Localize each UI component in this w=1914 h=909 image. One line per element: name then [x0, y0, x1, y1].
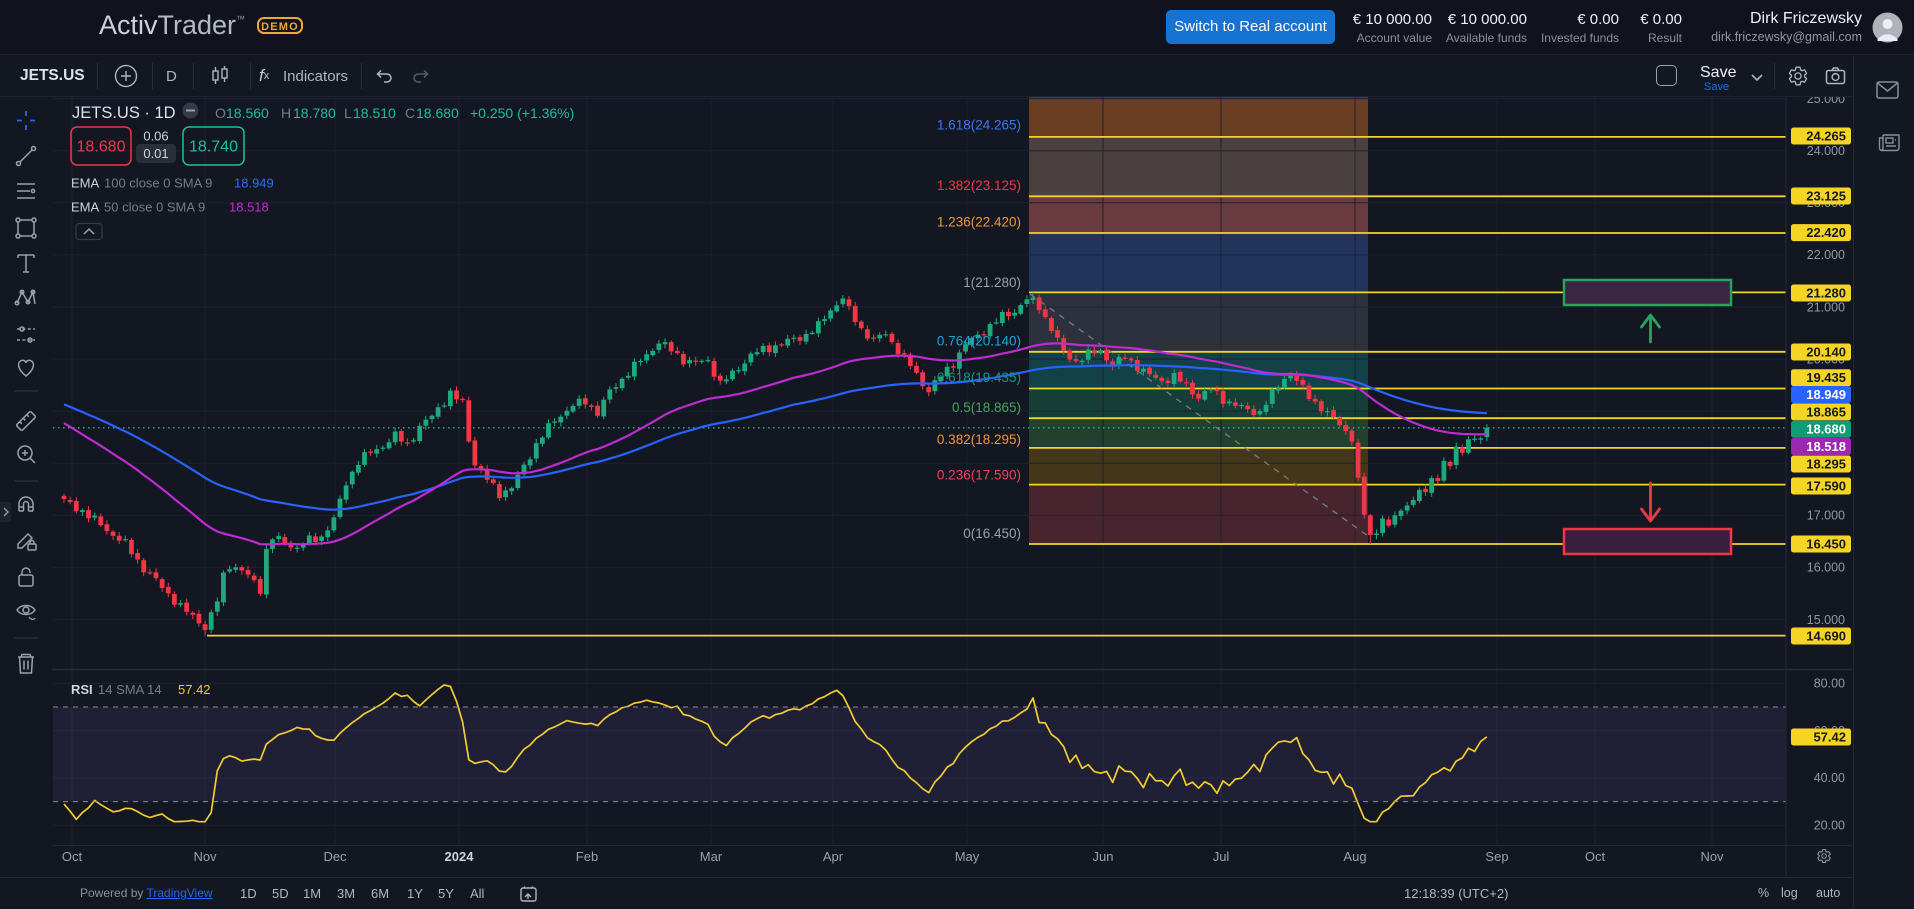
svg-text:15.000: 15.000: [1807, 613, 1845, 627]
svg-text:0(16.450): 0(16.450): [963, 526, 1021, 541]
svg-text:57.42: 57.42: [1813, 730, 1846, 745]
svg-text:1.382(23.125): 1.382(23.125): [937, 178, 1021, 193]
svg-text:21.280: 21.280: [1806, 286, 1846, 301]
svg-text:Dec: Dec: [323, 849, 347, 864]
svg-text:18.518: 18.518: [1806, 439, 1846, 454]
svg-text:22.000: 22.000: [1807, 248, 1845, 262]
svg-text:JETS.US · 1D: JETS.US · 1D: [72, 104, 176, 122]
svg-text:Sep: Sep: [1485, 849, 1508, 864]
svg-text:0.236(17.590): 0.236(17.590): [937, 468, 1021, 483]
svg-text:40.00: 40.00: [1814, 771, 1845, 785]
svg-text:2024: 2024: [445, 849, 475, 864]
svg-text:22.420: 22.420: [1806, 225, 1846, 240]
svg-text:21.000: 21.000: [1807, 300, 1845, 314]
svg-text:24.265: 24.265: [1806, 129, 1846, 144]
svg-text:0.618(19.435): 0.618(19.435): [937, 370, 1021, 385]
svg-text:17.590: 17.590: [1806, 479, 1846, 494]
svg-text:May: May: [955, 849, 980, 864]
svg-text:Jul: Jul: [1213, 849, 1230, 864]
svg-text:0.06: 0.06: [143, 129, 168, 144]
svg-text:17.000: 17.000: [1807, 509, 1845, 523]
svg-text:19.435: 19.435: [1806, 370, 1846, 385]
svg-text:20.00: 20.00: [1814, 819, 1845, 833]
svg-text:Oct: Oct: [1585, 849, 1606, 864]
svg-text:80.00: 80.00: [1814, 677, 1845, 691]
svg-text:20.140: 20.140: [1806, 345, 1846, 360]
svg-text:0.5(18.865): 0.5(18.865): [952, 400, 1021, 415]
svg-text:Aug: Aug: [1343, 849, 1366, 864]
svg-text:Apr: Apr: [823, 849, 844, 864]
svg-text:23.125: 23.125: [1806, 189, 1846, 204]
svg-text:Oct: Oct: [62, 849, 83, 864]
svg-text:1(21.280): 1(21.280): [963, 275, 1021, 290]
svg-text:16.000: 16.000: [1807, 561, 1845, 575]
svg-text:1.618(24.265): 1.618(24.265): [937, 118, 1021, 133]
svg-text:18.680: 18.680: [1806, 422, 1846, 437]
svg-text:14.690: 14.690: [1806, 629, 1846, 644]
svg-text:18.740: 18.740: [189, 139, 238, 156]
svg-text:Feb: Feb: [576, 849, 598, 864]
svg-text:Jun: Jun: [1093, 849, 1114, 864]
svg-text:18.949: 18.949: [1806, 387, 1846, 402]
svg-text:1.236(22.420): 1.236(22.420): [937, 214, 1021, 229]
svg-text:16.450: 16.450: [1806, 537, 1846, 552]
svg-text:Nov: Nov: [193, 849, 217, 864]
svg-text:18.295: 18.295: [1806, 457, 1846, 472]
svg-text:24.000: 24.000: [1807, 144, 1845, 158]
svg-text:Mar: Mar: [700, 849, 723, 864]
svg-text:0.01: 0.01: [143, 146, 168, 161]
svg-text:18.865: 18.865: [1806, 404, 1846, 419]
svg-text:18.680: 18.680: [77, 139, 126, 156]
svg-text:Nov: Nov: [1700, 849, 1724, 864]
svg-text:0.382(18.295): 0.382(18.295): [937, 432, 1021, 447]
svg-text:0.764(20.140): 0.764(20.140): [937, 334, 1021, 349]
svg-text:25.000: 25.000: [1807, 97, 1845, 106]
